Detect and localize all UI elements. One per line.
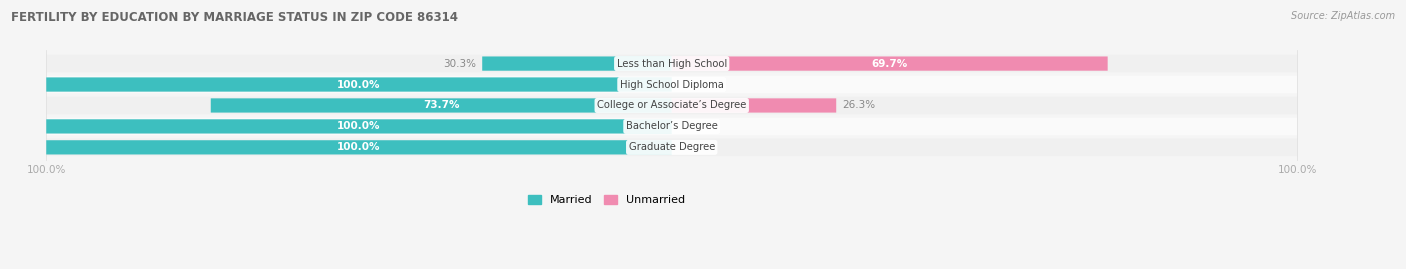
FancyBboxPatch shape [46,139,1298,156]
Text: Less than High School: Less than High School [617,59,727,69]
FancyBboxPatch shape [46,97,1298,114]
FancyBboxPatch shape [46,140,672,154]
Text: 30.3%: 30.3% [443,59,477,69]
Text: 73.7%: 73.7% [423,100,460,111]
Text: Bachelor’s Degree: Bachelor’s Degree [626,121,717,132]
FancyBboxPatch shape [482,56,672,71]
Text: College or Associate’s Degree: College or Associate’s Degree [598,100,747,111]
Text: Graduate Degree: Graduate Degree [628,142,714,152]
Text: FERTILITY BY EDUCATION BY MARRIAGE STATUS IN ZIP CODE 86314: FERTILITY BY EDUCATION BY MARRIAGE STATU… [11,11,458,24]
Legend: Married, Unmarried: Married, Unmarried [529,195,685,205]
Text: Source: ZipAtlas.com: Source: ZipAtlas.com [1291,11,1395,21]
Text: 100.0%: 100.0% [337,121,381,132]
Text: 26.3%: 26.3% [842,100,876,111]
FancyBboxPatch shape [211,98,672,113]
FancyBboxPatch shape [672,56,1108,71]
FancyBboxPatch shape [46,118,1298,135]
FancyBboxPatch shape [46,55,1298,72]
FancyBboxPatch shape [672,98,837,113]
FancyBboxPatch shape [46,119,672,133]
Text: 100.0%: 100.0% [337,142,381,152]
FancyBboxPatch shape [46,77,672,92]
FancyBboxPatch shape [46,76,1298,93]
Text: 69.7%: 69.7% [872,59,908,69]
Text: 100.0%: 100.0% [337,80,381,90]
Text: High School Diploma: High School Diploma [620,80,724,90]
